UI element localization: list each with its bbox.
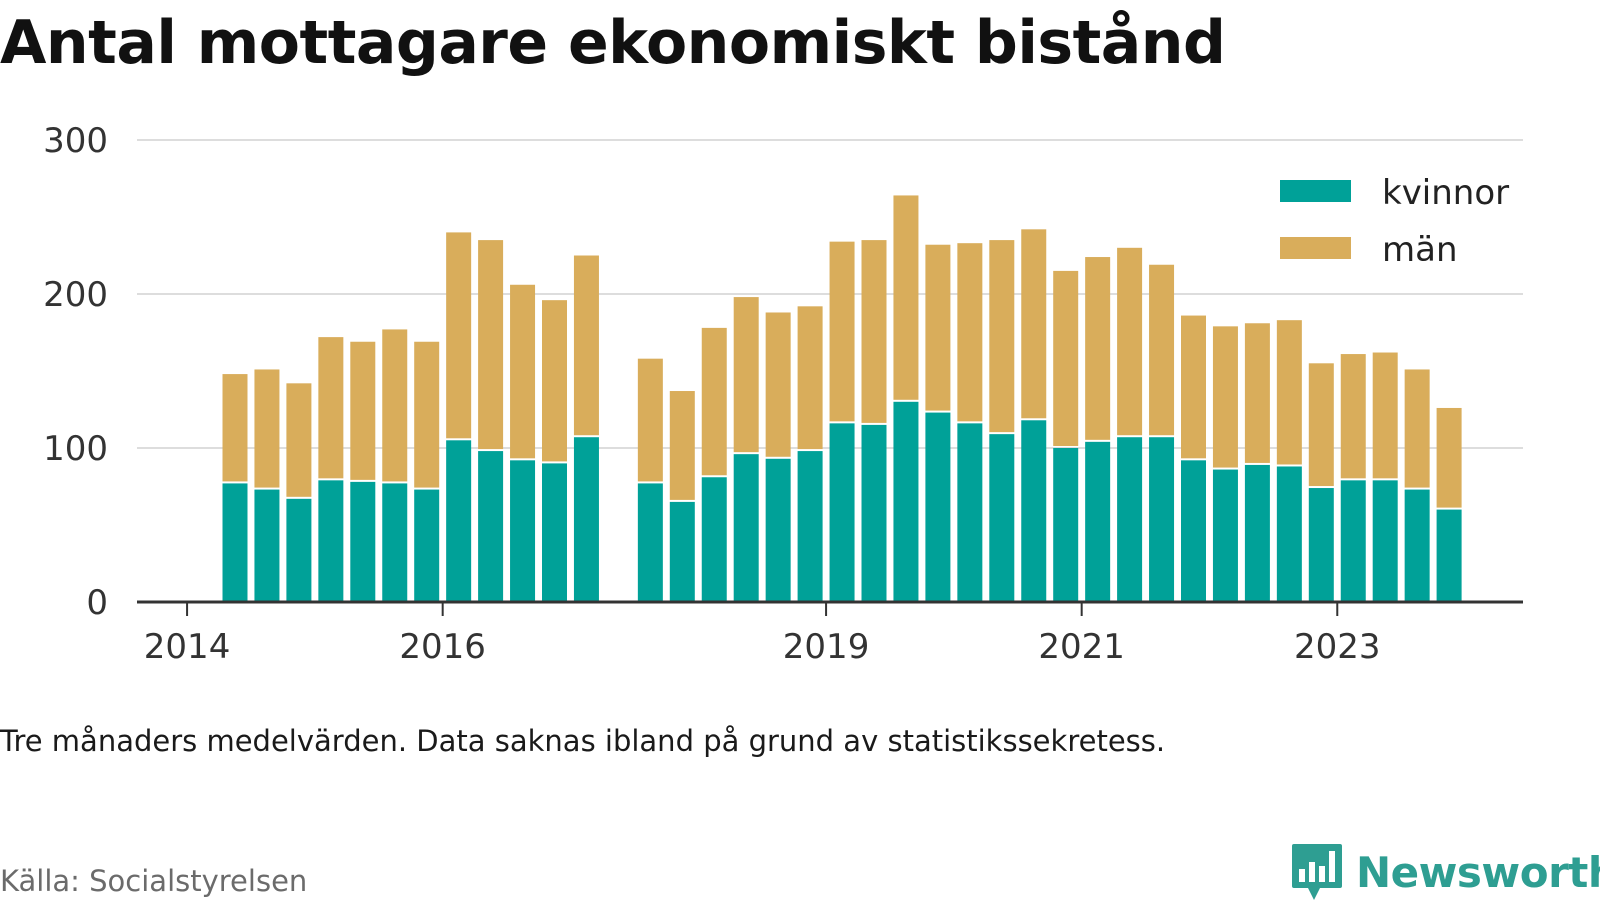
- bar-segment-man: [1404, 369, 1430, 488]
- bar-segment-kvinnor: [318, 480, 344, 602]
- bar-segment-kvinnor: [957, 423, 983, 602]
- bar-segment-kvinnor: [1308, 488, 1334, 602]
- bar-segment-kvinnor: [733, 454, 759, 602]
- bar-segment-kvinnor: [701, 477, 727, 602]
- bar-segment-man: [1372, 352, 1398, 479]
- bar-segment-man: [318, 337, 344, 479]
- x-tick-label: 2016: [399, 627, 486, 667]
- chart-note: Tre månaders medelvärden. Data saknas ib…: [0, 724, 1166, 758]
- bar-segment-kvinnor: [1436, 509, 1462, 602]
- bar-segment-man: [637, 358, 663, 482]
- legend-label: kvinnor: [1382, 173, 1509, 213]
- chart-title: Antal mottagare ekonomiskt bistånd: [0, 8, 1226, 78]
- bar-segment-man: [765, 312, 791, 457]
- y-tick-label: 200: [43, 275, 108, 315]
- source-credit: Källa: Socialstyrelsen: [0, 864, 308, 898]
- bar-segment-man: [350, 341, 376, 480]
- bar-segment-man: [254, 369, 280, 488]
- bar-segment-kvinnor: [1085, 441, 1111, 602]
- bar-segment-man: [478, 240, 504, 450]
- y-tick-label: 100: [43, 429, 108, 469]
- bar-segment-man: [829, 241, 855, 422]
- bar-segment-kvinnor: [1117, 437, 1143, 602]
- bar-segment-man: [510, 284, 536, 459]
- bar-segment-man: [1244, 323, 1270, 463]
- bar-segment-man: [989, 240, 1015, 433]
- bar-segment-kvinnor: [1244, 464, 1270, 602]
- bar-segment-man: [1149, 264, 1175, 436]
- bar-segment-man: [701, 327, 727, 476]
- newsworthy-logo: Newsworthy: [1290, 842, 1600, 902]
- newsworthy-bar-chart-icon: [1292, 844, 1342, 900]
- bar-segment-man: [957, 243, 983, 422]
- bar-segment-kvinnor: [1021, 420, 1047, 602]
- legend-label: män: [1382, 230, 1458, 270]
- bar-segment-kvinnor: [382, 483, 408, 602]
- bar-segment-kvinnor: [829, 423, 855, 602]
- y-tick-label: 0: [86, 583, 108, 623]
- x-tick-label: 2023: [1294, 627, 1381, 667]
- bar-segment-kvinnor: [1212, 469, 1238, 602]
- bar-segment-kvinnor: [1149, 437, 1175, 602]
- axes: 0 100 200 300 2014 2016 2019 2021 2023: [43, 121, 1523, 667]
- bar-segment-kvinnor: [861, 424, 887, 602]
- bar-segment-kvinnor: [254, 489, 280, 602]
- bars: [222, 195, 1462, 602]
- bar-segment-man: [1308, 363, 1334, 487]
- bar-segment-man: [925, 244, 951, 411]
- bar-segment-man: [861, 240, 887, 423]
- logo-brand-text: Newsworthy: [1356, 847, 1600, 897]
- bar-segment-kvinnor: [510, 460, 536, 602]
- bar-segment-man: [1181, 315, 1206, 459]
- bar-segment-kvinnor: [989, 434, 1015, 602]
- y-tick-label: 300: [43, 121, 108, 161]
- bar-segment-kvinnor: [1372, 480, 1398, 602]
- bar-segment-kvinnor: [478, 451, 504, 602]
- bar-segment-kvinnor: [1276, 466, 1302, 602]
- bar-segment-man: [446, 232, 472, 439]
- bar-segment-man: [1276, 320, 1302, 465]
- bar-segment-man: [1053, 270, 1079, 446]
- bar-segment-man: [1021, 229, 1047, 419]
- bar-segment-kvinnor: [637, 483, 663, 602]
- bar-segment-kvinnor: [797, 451, 823, 602]
- bar-segment-kvinnor: [1181, 460, 1206, 602]
- bar-segment-man: [222, 374, 248, 482]
- bar-segment-man: [1117, 247, 1143, 436]
- bar-segment-kvinnor: [669, 501, 695, 602]
- x-tick-label: 2014: [144, 627, 231, 667]
- bar-segment-man: [286, 383, 312, 497]
- bar-segment-kvinnor: [286, 498, 312, 602]
- bar-segment-man: [1212, 326, 1238, 468]
- bar-segment-kvinnor: [446, 440, 472, 602]
- bar-segment-kvinnor: [573, 437, 599, 602]
- bar-segment-kvinnor: [350, 481, 376, 602]
- bar-segment-kvinnor: [1053, 448, 1079, 602]
- legend-swatch: [1280, 237, 1351, 259]
- bar-segment-kvinnor: [414, 489, 440, 602]
- bar-segment-man: [1085, 257, 1111, 440]
- bar-segment-kvinnor: [542, 463, 567, 602]
- bar-segment-man: [542, 300, 567, 462]
- bar-segment-kvinnor: [1340, 480, 1366, 602]
- bar-segment-kvinnor: [765, 458, 791, 602]
- bar-segment-man: [733, 297, 759, 453]
- bar-segment-man: [797, 306, 823, 450]
- bar-segment-kvinnor: [1404, 489, 1430, 602]
- legend-swatch: [1280, 180, 1351, 202]
- x-tick-label: 2019: [783, 627, 870, 667]
- bar-segment-man: [573, 255, 599, 436]
- bar-segment-man: [1436, 407, 1462, 508]
- bar-segment-kvinnor: [925, 412, 951, 602]
- bar-segment-man: [414, 341, 440, 488]
- bar-segment-man: [382, 329, 408, 482]
- bar-segment-man: [669, 391, 695, 500]
- bar-segment-kvinnor: [893, 401, 919, 602]
- x-tick-label: 2021: [1038, 627, 1125, 667]
- bar-segment-man: [893, 195, 919, 400]
- bar-segment-man: [1340, 354, 1366, 479]
- legend: kvinnor män: [1280, 173, 1509, 270]
- bar-segment-kvinnor: [222, 483, 248, 602]
